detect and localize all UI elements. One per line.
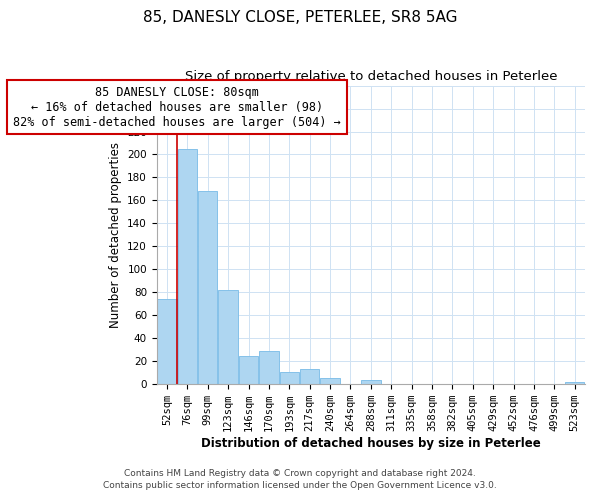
X-axis label: Distribution of detached houses by size in Peterlee: Distribution of detached houses by size … [201,437,541,450]
Bar [565,382,584,384]
Bar [259,351,278,384]
Bar [320,378,340,384]
Bar [218,290,238,384]
Y-axis label: Number of detached properties: Number of detached properties [109,142,122,328]
Bar [157,299,176,384]
Bar [198,191,217,384]
Bar [178,148,197,384]
Title: Size of property relative to detached houses in Peterlee: Size of property relative to detached ho… [185,70,557,83]
Bar [239,356,258,384]
Bar [280,372,299,384]
Text: 85, DANESLY CLOSE, PETERLEE, SR8 5AG: 85, DANESLY CLOSE, PETERLEE, SR8 5AG [143,10,457,25]
Text: Contains HM Land Registry data © Crown copyright and database right 2024.
Contai: Contains HM Land Registry data © Crown c… [103,468,497,490]
Bar [361,380,380,384]
Bar [300,370,319,384]
Text: 85 DANESLY CLOSE: 80sqm
← 16% of detached houses are smaller (98)
82% of semi-de: 85 DANESLY CLOSE: 80sqm ← 16% of detache… [13,86,341,128]
